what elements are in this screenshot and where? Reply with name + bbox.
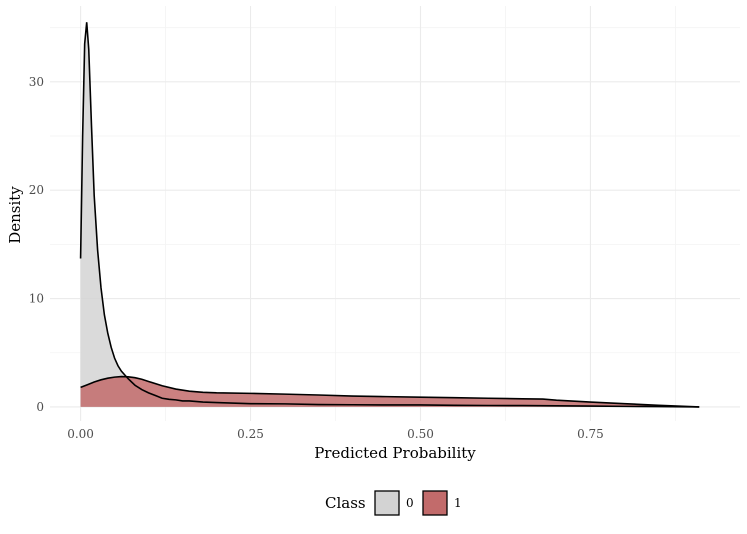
legend-title: Class: [325, 494, 366, 512]
legend-label-class-1: 1: [454, 496, 462, 510]
x-tick-label: 0.25: [237, 427, 264, 441]
legend: Class 0 1: [325, 490, 462, 516]
y-tick-label: 20: [29, 183, 44, 197]
density-area-class-0: [80, 22, 700, 407]
density-line-class-1: [80, 375, 700, 408]
y-tick-label: 30: [29, 75, 44, 89]
grid-lines: [50, 6, 740, 421]
x-axis-title: Predicted Probability: [314, 444, 476, 462]
legend-label-class-0: 0: [406, 496, 414, 510]
density-areas: [79, 22, 700, 408]
density-line-class-0: [79, 22, 700, 408]
x-tick-label: 0.75: [577, 427, 604, 441]
y-tick-label: 10: [29, 292, 44, 306]
x-tick-label: 0.00: [67, 427, 94, 441]
y-tick-label: 0: [36, 400, 44, 414]
y-axis-ticks: 0 10 20 30: [29, 75, 44, 414]
legend-key-class-1: [422, 490, 448, 516]
y-axis-title: Density: [6, 186, 24, 244]
x-axis-ticks: 0.00 0.25 0.50 0.75: [67, 427, 604, 441]
legend-key-class-0: [374, 490, 400, 516]
x-tick-label: 0.50: [407, 427, 434, 441]
